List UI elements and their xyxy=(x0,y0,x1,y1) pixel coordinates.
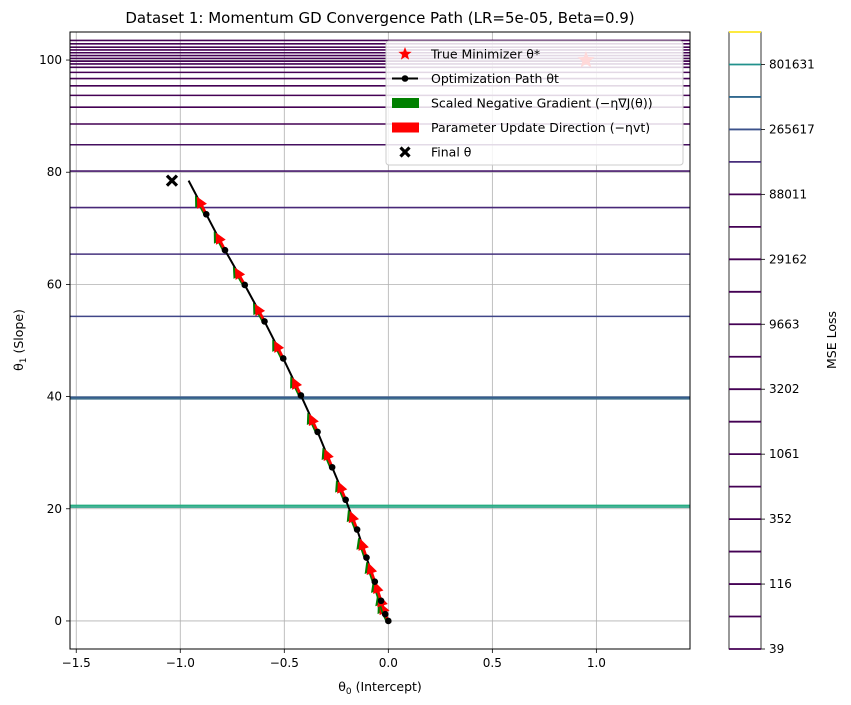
update-arrow xyxy=(254,303,266,323)
y-tick-label: 60 xyxy=(47,277,62,291)
y-tick-label: 80 xyxy=(47,165,62,179)
legend: True Minimizer θ* Optimization Path θt Sca… xyxy=(385,40,684,166)
path-point xyxy=(279,355,287,362)
path-point xyxy=(381,610,389,618)
colorbar-tick-label: 1061 xyxy=(769,447,800,461)
colorbar-tick-label: 9663 xyxy=(769,317,800,331)
final-x-stroke xyxy=(399,146,411,158)
path-point xyxy=(261,318,268,325)
colorbar-label: MSE Loss xyxy=(824,311,839,369)
y-tick-label: 100 xyxy=(39,53,62,67)
update-arrow xyxy=(337,481,348,501)
legend-patch-icon xyxy=(392,122,419,133)
path-point xyxy=(328,463,336,471)
plot-frame xyxy=(69,31,691,650)
path-point xyxy=(202,210,210,218)
update-arrow xyxy=(308,413,319,433)
colorbar-tick-label: 29162 xyxy=(769,252,807,266)
legend-dot-icon xyxy=(401,75,409,82)
colorbar-tick-label: 88011 xyxy=(769,187,807,201)
legend-label: True Minimizer θ* xyxy=(430,47,540,62)
y-tick-label: 20 xyxy=(47,502,62,516)
update-arrow xyxy=(234,267,246,286)
x-tick-label: −0.5 xyxy=(270,656,299,670)
path-point xyxy=(353,526,361,533)
final-x-stroke xyxy=(165,174,179,187)
chart-title: Dataset 1: Momentum GD Convergence Path … xyxy=(125,9,634,27)
path-point xyxy=(371,578,379,585)
legend-label: Optimization Path θt xyxy=(431,71,559,86)
colorbar-tick-label: 352 xyxy=(769,512,792,526)
path-point xyxy=(241,281,249,289)
x-tick-label: 0.0 xyxy=(379,656,398,670)
colorbar: 801631 265617 88011 29162 9663 3202 1061 352 116… xyxy=(728,31,839,656)
legend-patch-icon xyxy=(392,98,419,108)
update-arrow xyxy=(215,232,227,251)
legend-label: Final θ xyxy=(431,145,471,160)
colorbar-tick-label: 801631 xyxy=(769,57,815,71)
colorbar-tick-label: 116 xyxy=(769,577,792,591)
update-arrows xyxy=(194,195,390,622)
y-axis-label: θ1 (Slope) xyxy=(11,309,29,371)
update-arrow xyxy=(358,538,369,559)
path-point xyxy=(385,617,392,625)
path-point xyxy=(363,554,370,561)
legend-star-icon xyxy=(398,47,412,60)
final-theta-marker xyxy=(165,174,179,187)
path-point xyxy=(342,496,349,504)
update-arrow xyxy=(348,510,360,531)
x-tick-label: −1.0 xyxy=(166,656,195,670)
update-arrow xyxy=(292,377,303,397)
update-arrow xyxy=(274,340,285,360)
y-tick-label: 0 xyxy=(54,614,62,628)
colorbar-tick-label: 3202 xyxy=(769,382,800,396)
axis-ticks: −1.5 −1.0 −0.5 0.0 0.5 1.0 0 20 40 60 80 100 xyxy=(39,53,606,670)
path-point xyxy=(221,246,229,254)
legend-box xyxy=(385,40,684,166)
colorbar-tick-label: 39 xyxy=(769,642,784,656)
x-tick-label: 0.5 xyxy=(483,656,502,670)
update-arrow xyxy=(323,448,334,468)
y-tick-label: 40 xyxy=(47,390,62,404)
legend-x-icon xyxy=(399,146,411,158)
update-arrow xyxy=(366,562,378,583)
legend-label: Scaled Negative Gradient (−η∇J(θ)) xyxy=(431,96,653,111)
path-point xyxy=(314,428,321,436)
x-tick-label: 1.0 xyxy=(587,656,606,670)
path-point xyxy=(297,392,305,399)
colorbar-frame xyxy=(728,31,762,650)
x-tick-label: −1.5 xyxy=(62,656,91,670)
legend-label: Parameter Update Direction (−ηvt) xyxy=(431,120,650,135)
x-axis-label: θ0 (Intercept) xyxy=(338,679,422,697)
path-point xyxy=(377,597,385,605)
update-arrow xyxy=(373,581,384,602)
update-arrow xyxy=(196,196,208,215)
colorbar-tick-label: 265617 xyxy=(769,122,815,136)
